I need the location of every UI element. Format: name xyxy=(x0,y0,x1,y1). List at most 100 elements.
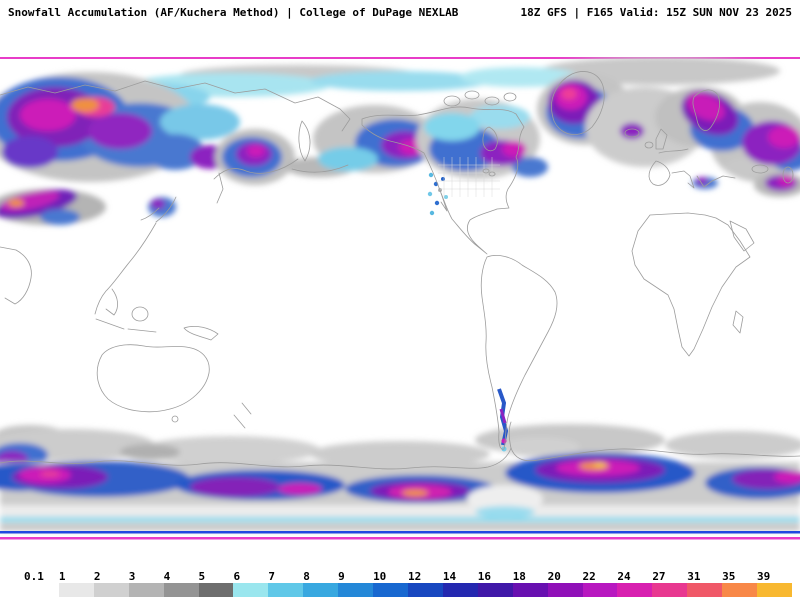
coast-iceland xyxy=(624,128,640,138)
legend-swatch xyxy=(652,583,688,597)
legend-cell: 20 xyxy=(547,570,583,597)
coast-china xyxy=(94,222,157,315)
legend-swatch xyxy=(198,583,234,597)
legend-label: 8 xyxy=(303,570,310,583)
legend-label: 1 xyxy=(58,570,66,583)
legend-cell: 24 xyxy=(617,570,653,597)
coast-arctic-island-2 xyxy=(464,90,480,100)
legend-label: 18 xyxy=(512,570,526,583)
coast-australia xyxy=(96,344,210,413)
legend-cell: 27 xyxy=(652,570,688,597)
legend-label: 6 xyxy=(233,570,241,583)
coast-tasmania xyxy=(171,415,179,423)
coast-ireland xyxy=(644,141,654,149)
legend-swatch xyxy=(93,583,129,597)
coast-arctic-island-1 xyxy=(443,95,461,107)
coast-antarctic-peninsula xyxy=(508,421,512,449)
coast-black-sea xyxy=(751,164,769,174)
legend-cell: 31 xyxy=(687,570,723,597)
map-top-edge-line xyxy=(0,57,800,59)
legend-label: 9 xyxy=(338,570,345,583)
legend-cell: 22 xyxy=(582,570,618,597)
legend-label: 16 xyxy=(477,570,492,583)
coast-asia-north xyxy=(0,80,351,132)
legend-label: 14 xyxy=(442,570,457,583)
coast-arabia xyxy=(729,220,755,252)
coast-africa xyxy=(631,212,751,357)
legend-swatch xyxy=(58,583,94,597)
coast-india xyxy=(0,246,32,305)
legend-cell: 9 xyxy=(338,570,374,597)
legend-swatch xyxy=(547,583,583,597)
legend-cell: 0.1 xyxy=(24,570,59,597)
legend-label: 4 xyxy=(163,570,171,583)
coast-indochina xyxy=(105,288,118,316)
legend-cell: 10 xyxy=(373,570,408,597)
legend-label: 31 xyxy=(687,570,701,583)
map-area xyxy=(0,57,800,542)
snowfall-shading-layer xyxy=(0,57,800,531)
legend-cell: 18 xyxy=(512,570,548,597)
legend-cell: 35 xyxy=(722,570,758,597)
legend-swatch xyxy=(722,583,758,597)
coast-madagascar xyxy=(732,310,744,334)
coast-south-america xyxy=(480,255,558,450)
coast-borneo xyxy=(131,306,149,322)
legend-cell: 5 xyxy=(198,570,234,597)
legend-swatch xyxy=(338,583,374,597)
legend-swatch xyxy=(582,583,618,597)
coast-arctic-island-3 xyxy=(484,96,500,106)
legend-label: 22 xyxy=(582,570,596,583)
coast-okhotsk xyxy=(213,158,299,180)
legend-swatch xyxy=(477,583,513,597)
legend-swatch xyxy=(163,583,199,597)
legend-label: 0.1 xyxy=(24,570,44,583)
coast-europe xyxy=(648,148,736,189)
legend-label: 10 xyxy=(373,570,387,583)
coast-sakhalin xyxy=(216,172,224,204)
product-title: Snowfall Accumulation (AF/Kuchera Method… xyxy=(8,6,459,19)
coast-indonesia xyxy=(95,318,157,333)
legend-swatch xyxy=(687,583,723,597)
legend-cell: 8 xyxy=(303,570,339,597)
coast-caspian-sea xyxy=(782,166,794,184)
legend-scale: 0.1 1 2 3 4 5 6 7 8 9 10 12 14 16 18 20 22 24 27 31 35 39 xyxy=(24,570,792,597)
coast-greenland xyxy=(551,71,605,135)
legend-cell: 39 xyxy=(757,570,792,597)
legend-label: 2 xyxy=(93,570,101,583)
coast-scandinavia xyxy=(692,89,720,131)
legend-cell: 12 xyxy=(407,570,443,597)
legend-swatch xyxy=(233,583,269,597)
coast-hudson-bay xyxy=(482,126,498,152)
legend-swatch xyxy=(128,583,164,597)
coast-antarctica xyxy=(0,447,800,470)
coastline-layer xyxy=(0,71,800,470)
state-borders-layer xyxy=(438,157,500,197)
map-bottom-edge-lines xyxy=(0,531,800,540)
legend-swatch xyxy=(407,583,443,597)
legend-cell: 16 xyxy=(477,570,513,597)
legend-swatch xyxy=(757,583,792,597)
legend-cell: 3 xyxy=(128,570,164,597)
legend-swatch xyxy=(442,583,478,597)
model-run-info: 18Z GFS | F165 Valid: 15Z SUN NOV 23 202… xyxy=(520,6,792,19)
legend-label: 24 xyxy=(617,570,631,583)
legend-cell: 4 xyxy=(163,570,199,597)
legend-label: 39 xyxy=(757,570,771,583)
legend-swatch xyxy=(512,583,548,597)
legend: 0.1 1 2 3 4 5 6 7 8 9 10 12 14 16 18 20 22 24 27 31 35 39 xyxy=(24,570,792,597)
legend-swatch xyxy=(268,583,304,597)
coast-baja xyxy=(440,192,448,212)
legend-label: 3 xyxy=(128,570,136,583)
coast-arctic-island-4 xyxy=(503,92,517,102)
legend-label: 12 xyxy=(407,570,422,583)
legend-label: 5 xyxy=(198,570,206,583)
coast-aleutians xyxy=(291,164,349,173)
coast-japan xyxy=(140,196,177,223)
legend-cell: 7 xyxy=(268,570,304,597)
legend-cell: 1 xyxy=(58,570,94,597)
legend-label: 20 xyxy=(547,570,561,583)
coast-north-america xyxy=(361,106,525,255)
world-map xyxy=(0,57,800,542)
